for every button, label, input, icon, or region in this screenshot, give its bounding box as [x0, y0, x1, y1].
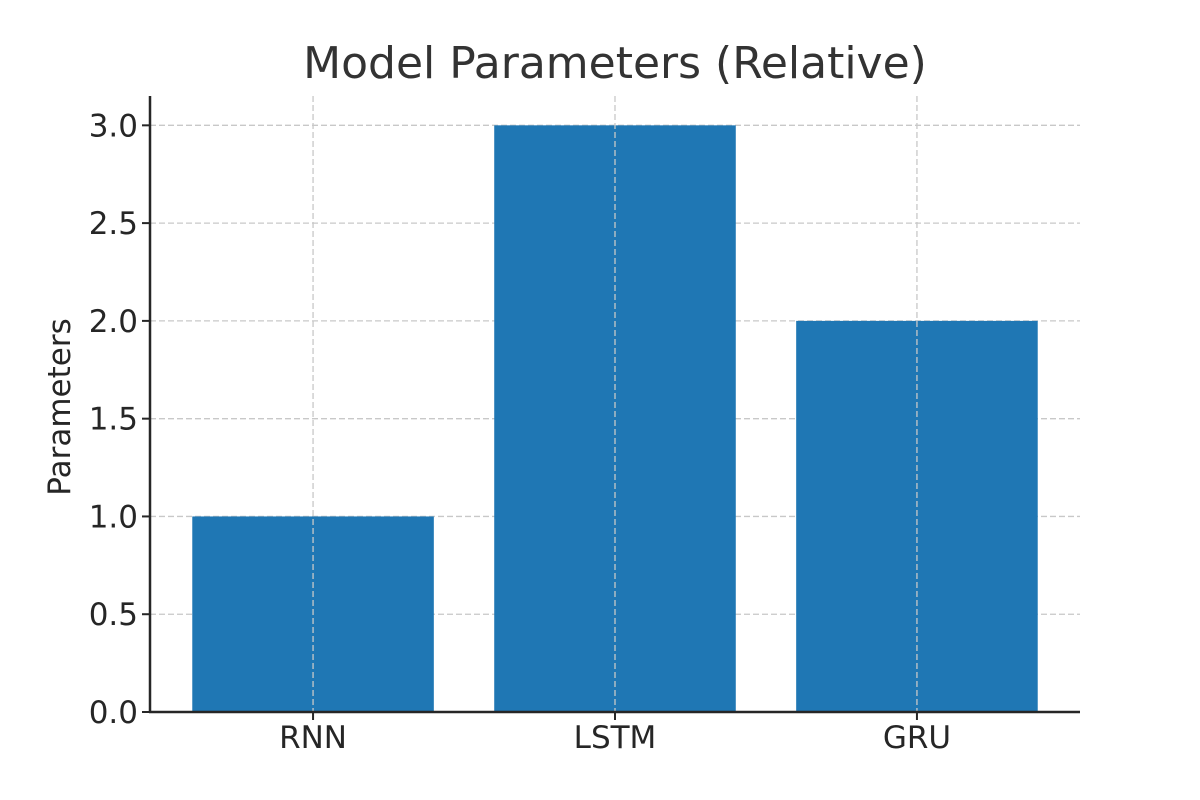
y-tick-label: 2.5	[89, 206, 138, 242]
x-tick-label-rnn: RNN	[279, 720, 347, 756]
y-tick-label: 1.5	[89, 402, 138, 438]
y-tick-label: 2.0	[89, 304, 138, 340]
y-tick-label: 0.0	[89, 695, 138, 731]
x-tick-label-lstm: LSTM	[574, 720, 657, 756]
y-axis-label: Parameters	[42, 318, 78, 495]
chart-title: Model Parameters (Relative)	[303, 38, 927, 89]
label-layer: 0.0 0.5 1.0 1.5 2.0 2.5 3.0 RNN LSTM GRU	[89, 108, 951, 756]
x-tick-label-gru: GRU	[883, 720, 951, 756]
y-tick-label: 0.5	[89, 597, 138, 633]
y-tick-label: 1.0	[89, 499, 138, 535]
axis-layer	[142, 96, 1080, 720]
y-tick-label: 3.0	[89, 108, 138, 144]
vertical-grid-layer	[312, 96, 918, 712]
